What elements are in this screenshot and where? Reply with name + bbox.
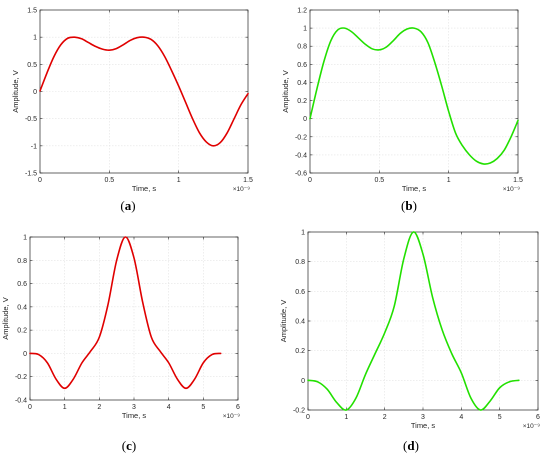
x-tick-label: 0.5 (374, 177, 384, 184)
chart-panel-b: 0 0.5 1 1.5 -0.6 -0.4 -0.2 0 0.2 0.4 0.6 0.8 1 1.2 Tim… (281, 8, 523, 214)
x-axis-label: Time, s (132, 184, 157, 193)
y-tick-label: 0.2 (297, 98, 307, 105)
x-axis-exponent: ×10⁻⁹ (503, 186, 520, 193)
series-line (309, 27, 519, 165)
panel-caption: (b) (401, 198, 417, 213)
y-tick-label: 1 (303, 26, 307, 33)
y-axis-label: Amplitude, V (11, 70, 20, 113)
x-tick-label: 1 (344, 414, 348, 421)
y-tick-label: 1 (301, 230, 305, 237)
y-tick-label: 1.5 (27, 8, 37, 15)
x-tick-label: 2 (97, 404, 101, 411)
y-tick-label: -1 (31, 143, 37, 150)
chart-panel-a: 0 0.5 1 1.5 -1.5 -1 -0.5 0 0.5 1 1.5 Time, s Amplitu… (11, 8, 253, 214)
x-tick-label: 1 (447, 177, 451, 184)
y-tick-label: 0.2 (295, 348, 305, 355)
x-tick-label: 3 (421, 414, 425, 421)
x-tick-label: 3 (132, 404, 136, 411)
x-tick-label: 0.5 (104, 177, 114, 184)
x-tick-label: 5 (201, 404, 205, 411)
x-tick-label: 1.5 (243, 177, 253, 184)
y-axis-label: Amplitude, V (1, 297, 10, 340)
y-tick-label: 0.6 (295, 289, 305, 296)
y-tick-label: 0.8 (297, 44, 307, 51)
y-tick-label: 0.8 (17, 258, 27, 265)
x-tick-label: 1 (63, 404, 67, 411)
y-tick-label: 1 (23, 235, 27, 242)
y-tick-label: 0 (23, 351, 27, 358)
y-tick-label: 0.6 (297, 62, 307, 69)
y-tick-label: 0.4 (297, 80, 307, 87)
panel-caption-letter: d (407, 438, 415, 453)
plot-area (310, 10, 518, 173)
y-tick-label: 0.8 (295, 259, 305, 266)
x-axis-exponent: ×10⁻⁹ (233, 186, 250, 193)
y-tick-label: 0.6 (17, 281, 27, 288)
y-tick-label: -1.5 (25, 171, 37, 178)
y-tick-label: 0 (303, 116, 307, 123)
x-tick-label: 5 (498, 414, 502, 421)
x-axis-exponent: ×10⁻⁹ (523, 423, 540, 430)
series-line (29, 236, 222, 390)
y-axis-label: Amplitude, V (281, 70, 290, 113)
y-tick-label: 1 (33, 35, 37, 42)
x-tick-label: 1 (177, 177, 181, 184)
panel-caption: (d) (403, 438, 419, 453)
y-tick-label: 0.4 (295, 319, 305, 326)
panel-caption-letter: b (405, 198, 412, 213)
y-tick-label: -0.2 (15, 374, 27, 381)
y-tick-label: 0.4 (17, 304, 27, 311)
panel-caption: (c) (122, 438, 136, 453)
x-tick-label: 6 (236, 404, 240, 411)
x-tick-label: 0 (28, 404, 32, 411)
x-axis-label: Time, s (122, 411, 147, 420)
panel-caption: (a) (120, 198, 135, 213)
x-axis-exponent: ×10⁻⁹ (223, 413, 240, 420)
y-tick-label: 0 (33, 89, 37, 96)
x-axis-label: Time, s (411, 421, 436, 430)
y-tick-label: -0.4 (295, 152, 307, 159)
y-tick-label: 0 (301, 378, 305, 385)
y-tick-label: -0.4 (15, 398, 27, 405)
series-line (307, 231, 520, 411)
panel-caption-letter: c (126, 438, 132, 453)
y-tick-label: -0.2 (293, 408, 305, 415)
x-tick-label: 0 (306, 414, 310, 421)
x-axis-label: Time, s (402, 184, 427, 193)
y-axis-label: Amplitude, V (279, 300, 288, 343)
axes-frame (309, 9, 519, 174)
x-tick-label: 0 (308, 177, 312, 184)
x-tick-label: 1.5 (513, 177, 523, 184)
x-tick-label: 6 (536, 414, 540, 421)
y-tick-label: -0.5 (25, 116, 37, 123)
y-tick-label: -0.6 (295, 171, 307, 178)
x-tick-label: 0 (38, 177, 42, 184)
panel-caption-letter: a (125, 198, 132, 213)
chart-panel-c: 0 1 2 3 4 5 6 -0.4 -0.2 0 0.2 0.4 0.6 0.8 1 Time, s Ampl… (1, 235, 240, 454)
x-tick-label: 2 (383, 414, 387, 421)
y-tick-label: 0.5 (27, 62, 37, 69)
series-line (39, 36, 249, 147)
y-tick-label: 1.2 (297, 8, 307, 15)
x-tick-label: 4 (167, 404, 171, 411)
y-tick-label: 0.2 (17, 328, 27, 335)
x-tick-label: 4 (459, 414, 463, 421)
y-tick-label: -0.2 (295, 134, 307, 141)
